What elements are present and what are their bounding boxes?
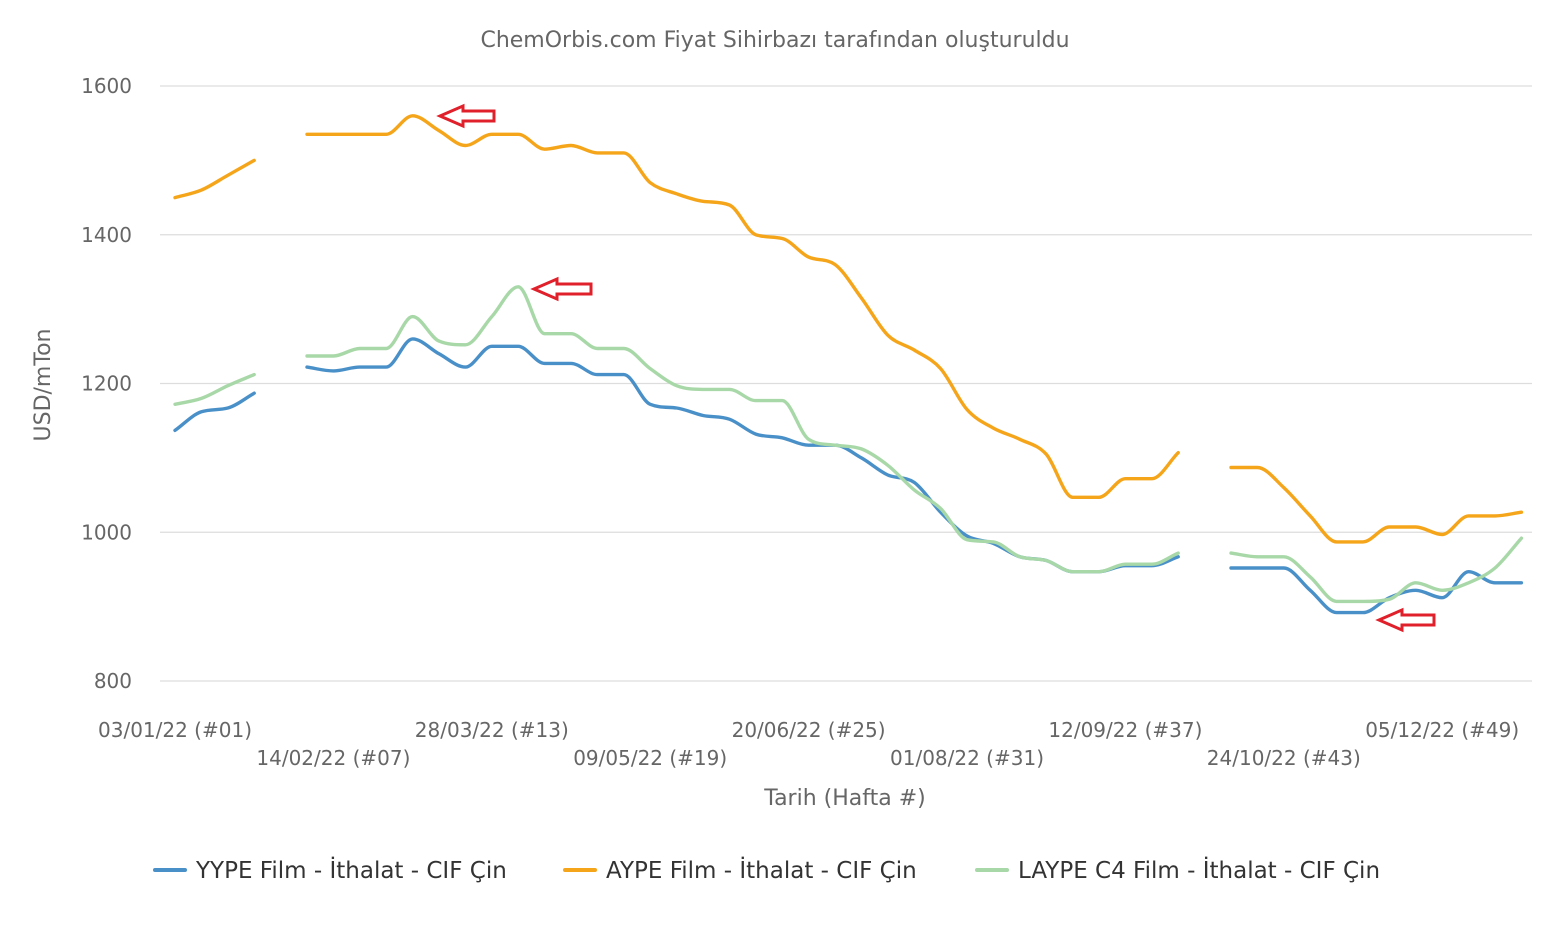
legend-label: AYPE Film - İthalat - CIF Çin bbox=[606, 856, 917, 884]
legend-label: YYPE Film - İthalat - CIF Çin bbox=[195, 856, 507, 884]
x-tick-label: 09/05/22 (#19) bbox=[573, 746, 727, 770]
y-tick-label: 1600 bbox=[81, 74, 132, 98]
y-tick-label: 1200 bbox=[81, 372, 132, 396]
series-line-2-segment-1 bbox=[173, 158, 256, 200]
x-axis-ticks: 03/01/22 (#01)14/02/22 (#07)28/03/22 (#1… bbox=[98, 718, 1519, 770]
x-tick-label: 28/03/22 (#13) bbox=[415, 718, 569, 742]
x-tick-label: 12/09/22 (#37) bbox=[1048, 718, 1202, 742]
x-axis-label: Tarih (Hafta #) bbox=[763, 786, 925, 811]
series-line-3-segment-2 bbox=[305, 285, 1180, 574]
legend: YYPE Film - İthalat - CIF Çin AYPE Film -… bbox=[153, 856, 1380, 884]
annotation-arrow-icon bbox=[1375, 607, 1436, 633]
series-line-2-segment-3 bbox=[1229, 465, 1524, 544]
series-line-1-segment-3 bbox=[1229, 566, 1524, 615]
x-tick-label: 01/08/22 (#31) bbox=[890, 746, 1044, 770]
series-line-2-segment-2 bbox=[305, 114, 1180, 500]
y-tick-label: 1000 bbox=[81, 520, 132, 544]
series-line-3-segment-1 bbox=[173, 372, 256, 406]
annotations bbox=[436, 103, 1436, 633]
annotation-arrow-icon bbox=[530, 276, 593, 302]
series-lines bbox=[173, 114, 1524, 615]
x-tick-label: 03/01/22 (#01) bbox=[98, 718, 252, 742]
x-tick-label: 24/10/22 (#43) bbox=[1207, 746, 1361, 770]
series-line-1-segment-1 bbox=[173, 391, 256, 433]
x-tick-label: 20/06/22 (#25) bbox=[732, 718, 886, 742]
x-tick-label: 14/02/22 (#07) bbox=[256, 746, 410, 770]
annotation-arrow-icon bbox=[436, 103, 496, 129]
gridlines bbox=[160, 85, 1532, 682]
series-line-3-segment-3 bbox=[1229, 536, 1524, 604]
legend-label: LAYPE C4 Film - İthalat - CIF Çin bbox=[1018, 856, 1380, 884]
chart-title: ChemOrbis.com Fiyat Sihirbazı tarafından… bbox=[480, 28, 1069, 53]
y-axis-label: USD/mTon bbox=[31, 329, 56, 442]
y-tick-label: 1400 bbox=[81, 223, 132, 247]
x-tick-label: 05/12/22 (#49) bbox=[1365, 718, 1519, 742]
y-tick-label: 800 bbox=[94, 669, 132, 693]
y-axis-ticks: 800 1000 1200 1400 1600 bbox=[81, 74, 132, 693]
